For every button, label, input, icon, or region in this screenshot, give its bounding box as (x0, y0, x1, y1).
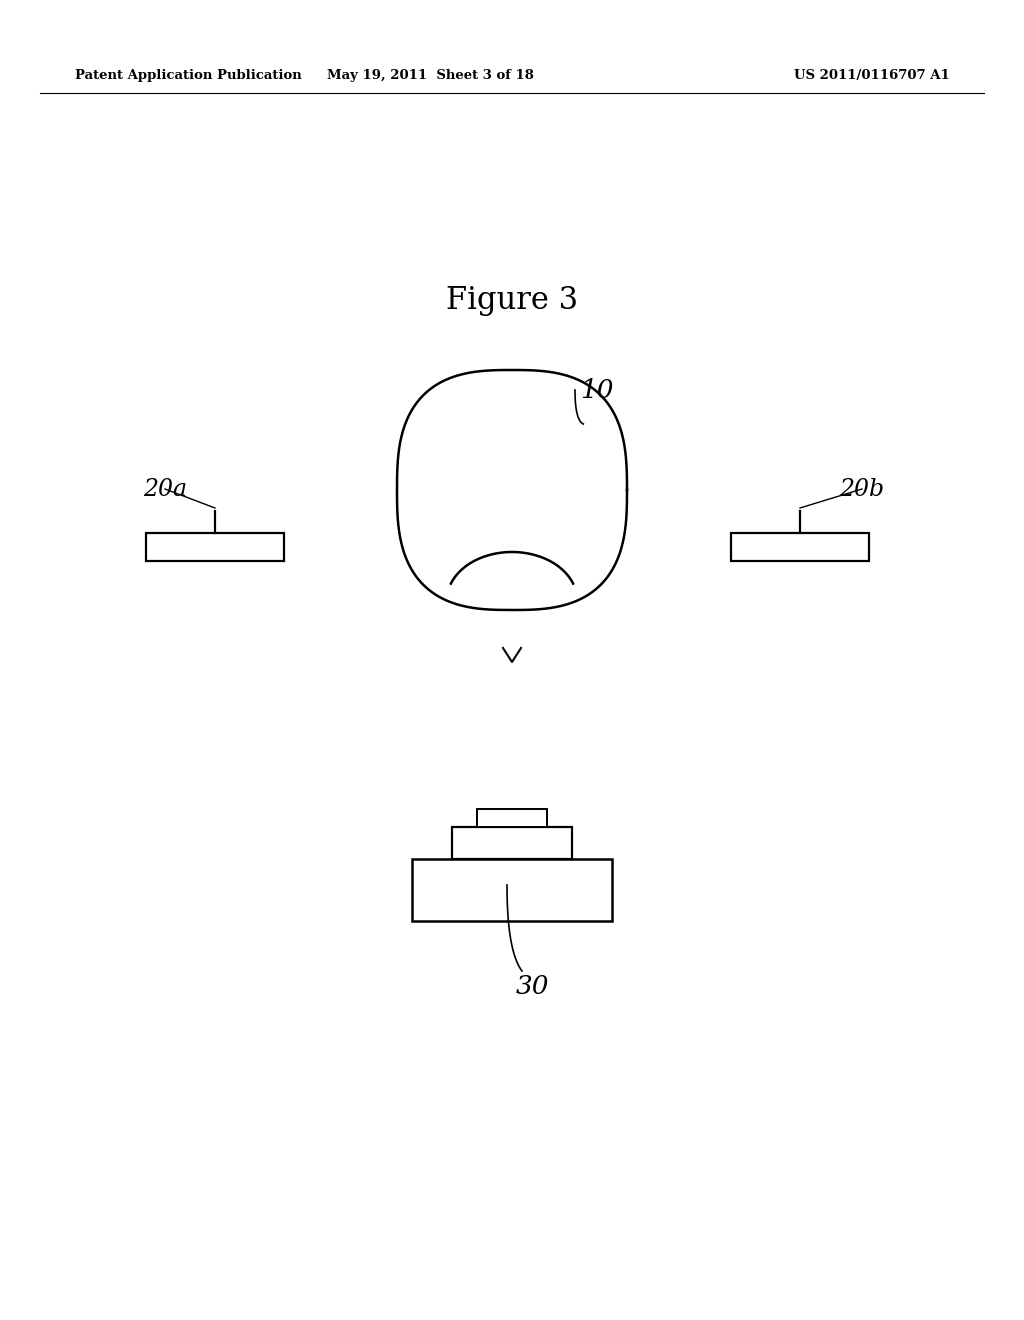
Text: May 19, 2011  Sheet 3 of 18: May 19, 2011 Sheet 3 of 18 (327, 69, 534, 82)
Bar (146, 533, 284, 561)
Text: US 2011/0116707 A1: US 2011/0116707 A1 (795, 69, 950, 82)
Text: Patent Application Publication: Patent Application Publication (75, 69, 302, 82)
Text: 30: 30 (515, 974, 549, 998)
Text: 20a: 20a (143, 478, 187, 500)
Bar (452, 828, 572, 859)
Bar (731, 533, 869, 561)
Text: Figure 3: Figure 3 (445, 285, 579, 315)
Text: 10: 10 (580, 378, 613, 403)
Bar (477, 809, 547, 828)
Bar (412, 859, 612, 921)
Text: 20b: 20b (840, 478, 885, 500)
